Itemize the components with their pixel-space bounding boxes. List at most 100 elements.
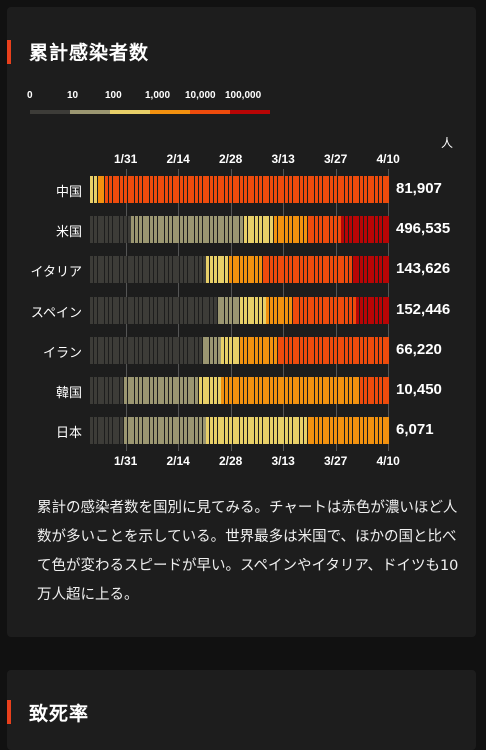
heatmap-cell [378,417,382,445]
heatmap-cell [322,216,326,244]
heatmap-cell [165,377,169,404]
legend-label: 10 [67,90,79,101]
heatmap-cell [386,296,390,324]
heatmap-cell [142,296,146,324]
heatmap-cell [153,296,157,324]
heatmap-cell [303,176,307,203]
heatmap-cell [285,336,289,364]
heatmap-cell [288,176,292,203]
heatmap-cell [281,296,285,324]
heatmap-cell [153,216,157,244]
heatmap-cell [247,417,251,445]
heatmap-cell [105,417,109,445]
heatmap-cell [161,216,165,244]
heatmap-cell [243,296,247,324]
heatmap-cell [232,377,236,404]
heatmap-cell [221,377,225,404]
heatmap-cell [375,377,379,404]
heatmap-cell [112,417,116,445]
heatmap-cell [176,377,180,404]
heatmap-cell [251,256,255,284]
heatmap-cell [285,417,289,445]
heatmap-cell [236,336,240,364]
heatmap-cell [142,176,146,203]
heatmap-cell [97,336,101,364]
heatmap-cell [277,256,281,284]
heatmap-cell [210,336,214,364]
heatmap-cell [228,296,232,324]
heatmap-cell [352,176,356,203]
heatmap-cell [183,377,187,404]
heatmap-cell [187,216,191,244]
heatmap-cell [123,296,127,324]
heatmap-cell [101,377,105,404]
heatmap-cell [116,296,120,324]
heatmap-cell [247,176,251,203]
heatmap-cell [195,216,199,244]
heatmap-cell [236,176,240,203]
heatmap-cell [333,256,337,284]
heatmap-cell [273,176,277,203]
heatmap-cell [375,336,379,364]
heatmap-cell [318,296,322,324]
heatmap-cell [172,256,176,284]
heatmap-cell [348,377,352,404]
heatmap-cell [375,417,379,445]
heatmap-cell [202,216,206,244]
heatmap-cell [303,417,307,445]
heatmap-cell [270,336,274,364]
heatmap-cell [270,296,274,324]
heatmap-cell [93,296,97,324]
heatmap-cell [262,336,266,364]
heatmap-cell [315,256,319,284]
heatmap-cell [165,296,169,324]
heatmap-cell [168,296,172,324]
heatmap-cell [382,296,386,324]
heatmap-cell [191,336,195,364]
heatmap-cell [150,256,154,284]
heatmap-cell [176,417,180,445]
heatmap-cell [300,176,304,203]
x-tick-label: 2/28 [218,152,243,166]
heatmap-cell [367,296,371,324]
heatmap-cell [371,417,375,445]
heatmap-cell [240,256,244,284]
heatmap-cell [90,296,94,324]
heatmap-cell [217,296,221,324]
heatmap-cell [240,377,244,404]
heatmap-cell [277,336,281,364]
heatmap-cell [232,176,236,203]
heatmap-cell [251,176,255,203]
heatmap-cell [123,377,127,404]
heatmap-cell [157,176,161,203]
heatmap-cell [217,417,221,445]
heatmap-cell [356,336,360,364]
heatmap-cell [187,256,191,284]
heatmap-cell [303,256,307,284]
heatmap-cell [112,176,116,203]
heatmap-cell [97,176,101,203]
x-tick-label: 2/14 [166,454,190,468]
heatmap-cell [296,216,300,244]
heatmap-cell [142,417,146,445]
heatmap-cell [108,417,112,445]
heatmap-cell [251,296,255,324]
heatmap-cell [165,336,169,364]
heatmap-cell [303,216,307,244]
heatmap-cell [330,336,334,364]
heatmap-cell [202,417,206,445]
heatmap-cell [97,417,101,445]
heatmap-cell [232,256,236,284]
heatmap-cell [292,216,296,244]
heatmap-cell [262,377,266,404]
heatmap-cell [228,256,232,284]
heatmap-cell [243,377,247,404]
x-tick-label: 3/13 [271,152,295,166]
heatmap-cell [153,176,157,203]
heatmap-cell [386,216,390,244]
heatmap-cell [288,296,292,324]
heatmap-cell [120,336,124,364]
heatmap-cell [266,377,270,404]
heatmap-cell [270,377,274,404]
heatmap-cell [138,296,142,324]
